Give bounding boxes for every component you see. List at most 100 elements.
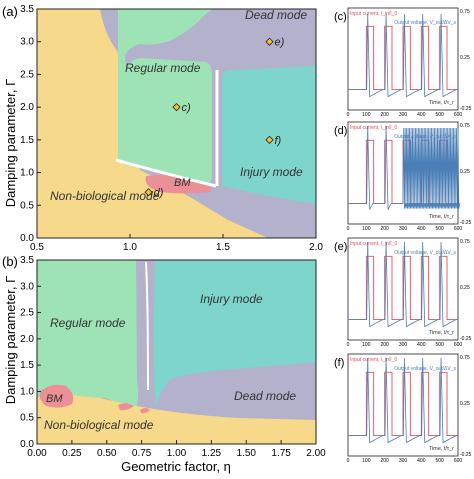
panel-a-ylabel: Damping parameter, Γ [3, 79, 18, 208]
panel-a-region-regular [118, 9, 212, 185]
signal-xtick-label: 0 [347, 342, 350, 348]
input-legend: Input current, I_in/I_0 [350, 11, 397, 17]
signal-ytick-label: 0.25 [460, 401, 470, 407]
panel-a-point-marker [144, 188, 153, 197]
panel-a-boundary [115, 158, 217, 188]
panel-a-xtick-label: 2.0 [309, 242, 323, 253]
panel-a-region-label-dead: Dead mode [245, 8, 307, 22]
signal-xtick-label: 300 [399, 226, 408, 232]
panel-b-region-regular [37, 260, 139, 410]
panel-b-yticks: 0.0 0.5 1.0 1.5 2.0 2.5 3.0 3.5 [20, 255, 41, 450]
panel-a-point-marker [265, 37, 274, 46]
signal-xtick-label: 200 [380, 226, 389, 232]
output-voltage-series [348, 357, 458, 444]
panel-b-ytick-label: 1.0 [20, 386, 34, 397]
signal-panel-label: (e) [334, 241, 347, 253]
signal-xtick-label: 500 [435, 342, 444, 348]
panel-b-xticks: 0.00 0.25 0.50 0.75 1.00 1.25 1.50 1.75 2.00 [27, 440, 326, 459]
panel-b-xtick-label: 0.75 [132, 448, 152, 459]
panel-a-region-bm [145, 174, 212, 194]
panel-a-ytick-label: 3.0 [20, 37, 34, 48]
signal-xtick-label: 300 [399, 112, 408, 118]
panel-a-ytick-label: 2.0 [20, 102, 34, 113]
signal-xtick-label: 300 [399, 458, 408, 464]
signal-xtick-label: 100 [362, 226, 371, 232]
panel-a-ytick-label: 2.5 [20, 69, 34, 80]
signal-xtick-label: 0 [347, 226, 350, 232]
panel-b-ytick-label: 3.5 [20, 255, 34, 266]
signal-ytick-label: 0.25 [460, 55, 470, 61]
panel-a-xtick-label: 1.5 [216, 242, 230, 253]
panel-b-region-bm [140, 408, 150, 414]
time-axis-label: Time, t/τ_r [429, 446, 454, 452]
signal-ytick-label: 0.75 [460, 9, 470, 15]
panel-b-ytick-label: 1.5 [20, 360, 34, 371]
panel-a-region-label-nonbio: Non-biological mode [50, 189, 160, 203]
panel-b-ytick-label: 2.0 [20, 334, 34, 345]
panel-b-xlabel: Geometric factor, η [121, 459, 231, 474]
signal-ytick-label: 0.75 [460, 355, 470, 361]
signal-xtick-label: 500 [435, 226, 444, 232]
panel-b-region-label-regular: Regular mode [50, 316, 126, 330]
panel-b-ytick-label: 2.5 [20, 308, 34, 319]
panel-a-region-injury [222, 66, 316, 204]
signal-ytick-label: 0.75 [460, 123, 470, 129]
signal-xtick-label: 200 [380, 112, 389, 118]
input-legend: Input current, I_in/I_0 [350, 125, 397, 131]
signal-ytick-label: -0.25 [460, 220, 472, 226]
signal-xtick-label: 100 [362, 342, 371, 348]
input-legend: Input current, I_in/I_0 [350, 241, 397, 247]
signal-panel-label: (f) [334, 357, 344, 369]
signal-panel-label: (c) [334, 11, 347, 23]
panel-b-xtick-label: 0.25 [62, 448, 82, 459]
signal-ytick-label: -0.25 [460, 336, 472, 342]
time-axis-label: Time, t/τ_r [429, 100, 454, 106]
output-voltage-series [348, 125, 461, 210]
panel-b-region-label-bm: BM [46, 393, 63, 405]
panel-b-xtick-label: 1.75 [271, 448, 291, 459]
panel-b-label: (b) [2, 254, 18, 269]
signal-xtick-label: 600 [454, 112, 463, 118]
signal-xtick-label: 500 [435, 112, 444, 118]
signal-xtick-label: 500 [435, 458, 444, 464]
panel-b-xtick-label: 0.50 [97, 448, 117, 459]
input-current-series [348, 371, 458, 437]
panel-a-ytick-label: 0.0 [20, 233, 34, 244]
time-axis-label: Time, t/τ_r [429, 330, 454, 336]
signal-panel: (e) Input current, I_in/I_0 Output voltage… [334, 237, 472, 348]
panel-a-frame [36, 8, 317, 239]
signal-panel: (f) Input current, I_in/I_0 Output voltage… [334, 353, 472, 464]
signal-xtick-label: 0 [347, 112, 350, 118]
output-voltage-series [348, 241, 458, 328]
panel-b-xtick-label: 0.00 [27, 448, 47, 459]
panel-a-ytick-label: 1.0 [20, 168, 34, 179]
panel-a-region-label-regular: Regular mode [125, 61, 201, 75]
signal-xtick-label: 100 [362, 112, 371, 118]
panel-b-ylabel: Damping parameter, Γ [3, 276, 18, 405]
panel-b-boundary [145, 261, 149, 391]
panel-a-yticks: 0.0 0.5 1.0 1.5 2.0 2.5 3.0 3.5 [20, 4, 41, 244]
panel-a-xtick-label: 0.5 [30, 242, 44, 253]
panel-b-region-label-dead: Dead mode [234, 389, 296, 403]
signal-xtick-label: 600 [454, 458, 463, 464]
signal-ytick-label: 0.25 [460, 285, 470, 291]
panel-b-region-bm [118, 403, 134, 411]
panel-a-ytick-label: 3.5 [20, 4, 34, 15]
output-legend: Output voltage, V_out/ΔV_s [394, 366, 456, 372]
signal-panel: (c) Input current, I_in/I_0 Output voltage… [334, 7, 472, 118]
panel-a-xtick-label: 1.0 [123, 242, 137, 253]
panel-b-ytick-label: 3.0 [20, 281, 34, 292]
signal-xtick-label: 600 [454, 226, 463, 232]
panel-a-ytick-label: 0.5 [20, 200, 34, 211]
input-current-series [348, 255, 458, 321]
panel-a-point-label: e) [275, 37, 285, 49]
signal-xtick-label: 200 [380, 342, 389, 348]
input-current-series [348, 25, 458, 91]
panel-a-region-label-bm: BM [174, 177, 191, 189]
panel-b-ytick-label: 0.5 [20, 413, 34, 424]
signal-xtick-label: 400 [417, 226, 426, 232]
panel-a-point-marker [172, 103, 181, 112]
